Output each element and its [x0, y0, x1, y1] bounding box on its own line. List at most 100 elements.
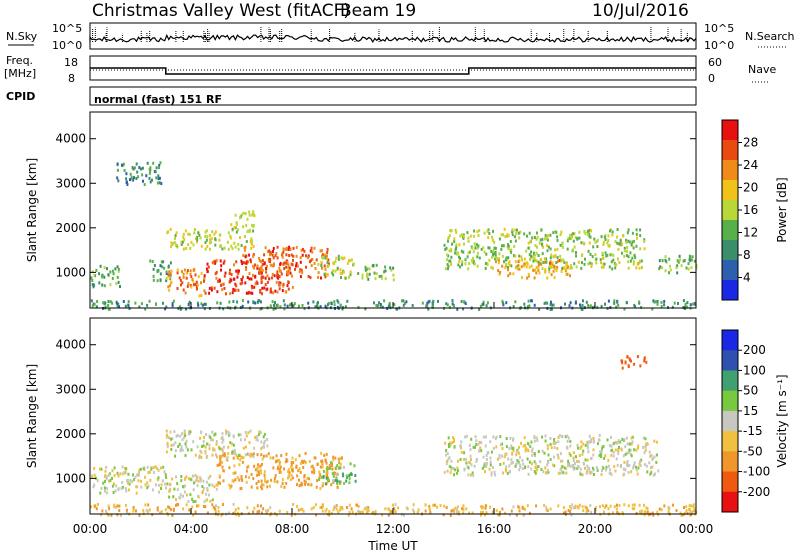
data-cell [261, 462, 263, 466]
data-cell [516, 459, 519, 462]
data-cell [572, 467, 575, 471]
data-cell [260, 271, 263, 275]
data-cell [533, 452, 536, 456]
data-cell [235, 260, 238, 264]
data-cell [616, 300, 619, 304]
data-cell [219, 481, 222, 485]
data-cell [515, 453, 518, 457]
data-cell [467, 473, 470, 477]
data-cell [541, 435, 544, 439]
data-cell [522, 513, 525, 517]
data-cell [638, 266, 641, 270]
data-cell [545, 260, 548, 264]
data-cell [631, 503, 634, 507]
data-cell [280, 485, 283, 488]
data-cell [540, 262, 543, 266]
data-cell [194, 453, 197, 457]
data-cell [162, 260, 165, 264]
data-cell [604, 251, 607, 255]
data-cell [203, 500, 206, 504]
data-cell [231, 479, 234, 483]
data-cell [663, 299, 666, 303]
data-cell [645, 464, 648, 468]
data-cell [173, 487, 176, 491]
data-cell [482, 246, 485, 250]
data-cell [587, 262, 590, 266]
data-cell [124, 466, 127, 470]
data-cell [153, 264, 156, 267]
colorbar-swatch [722, 180, 738, 201]
data-cell [288, 245, 291, 249]
data-cell [280, 272, 283, 276]
data-cell [242, 211, 245, 215]
data-cell [332, 474, 335, 478]
data-cell [507, 244, 510, 248]
data-cell [332, 273, 335, 277]
data-cell [632, 246, 635, 250]
data-cell [234, 508, 237, 512]
data-cell [504, 258, 507, 262]
x-tick-label: 16:00 [477, 522, 512, 536]
data-cell [550, 300, 552, 304]
data-cell [234, 213, 237, 217]
data-cell [167, 505, 170, 509]
data-cell [501, 254, 504, 258]
data-cell [498, 513, 501, 517]
data-cell [227, 452, 230, 456]
data-cell [233, 241, 236, 245]
data-cell [220, 513, 223, 517]
data-cell [313, 246, 316, 250]
data-cell [467, 267, 470, 271]
data-cell [313, 262, 316, 265]
data-cell [278, 281, 281, 285]
data-cell [381, 276, 383, 280]
data-cell [279, 465, 282, 469]
data-cell [572, 232, 575, 236]
data-cell [304, 480, 307, 484]
data-cell [626, 355, 629, 359]
data-cell [100, 513, 103, 517]
data-cell [439, 504, 442, 508]
data-cell [463, 451, 466, 455]
data-cell [109, 283, 112, 287]
colorbar-swatch [722, 330, 738, 351]
data-cell [679, 511, 682, 515]
noise-panel-frame [89, 22, 697, 50]
data-cell [200, 294, 203, 298]
data-cell [613, 505, 616, 509]
data-cell [458, 243, 461, 247]
data-cell [275, 252, 278, 255]
data-cell [667, 508, 670, 512]
data-cell [313, 456, 316, 460]
data-cell [508, 464, 511, 468]
data-cell [479, 446, 482, 450]
data-cell [617, 257, 619, 261]
data-cell [338, 466, 341, 470]
data-cell [465, 434, 468, 438]
data-cell [261, 457, 264, 461]
data-cell [321, 484, 324, 488]
data-cell [269, 484, 271, 488]
data-cell [93, 302, 96, 306]
data-cell [340, 276, 342, 279]
data-cell [116, 304, 119, 308]
data-cell [265, 268, 267, 272]
data-cell [471, 511, 474, 515]
data-cell [607, 464, 610, 468]
data-cell [365, 268, 368, 271]
data-cell [624, 468, 627, 472]
data-cell [138, 471, 141, 475]
data-cell [107, 300, 110, 303]
data-cell [482, 300, 485, 304]
data-cell [493, 246, 496, 250]
data-cell [236, 476, 239, 479]
data-cell [447, 443, 450, 446]
data-cell [628, 240, 631, 244]
data-cell [546, 468, 549, 472]
data-cell [610, 253, 613, 257]
data-cell [569, 505, 571, 509]
data-cell [374, 277, 377, 281]
data-cell [159, 161, 162, 165]
data-cell [633, 507, 636, 511]
data-cell [570, 506, 573, 510]
